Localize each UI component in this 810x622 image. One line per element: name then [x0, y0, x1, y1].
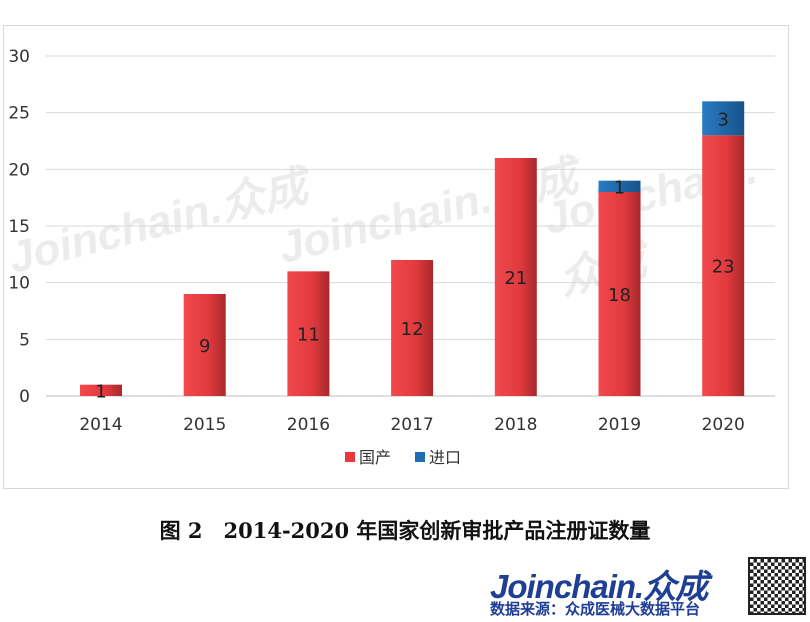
bar-国产-2017 [391, 260, 434, 396]
bar-国产-2018 [494, 158, 537, 396]
bar-国产-2020 [702, 135, 745, 397]
data-label: 9 [199, 336, 210, 357]
data-label: 11 [297, 325, 320, 346]
y-tick-label: 10 [8, 274, 30, 294]
y-tick-label: 25 [8, 104, 30, 124]
y-tick-label: 5 [19, 330, 30, 350]
bar-进口-2019 [598, 180, 641, 192]
x-tick-label: 2015 [183, 415, 226, 435]
legend-label: 进口 [429, 448, 461, 467]
bar-进口-2020 [702, 101, 745, 136]
qr-code [748, 557, 806, 615]
x-tick-label: 2017 [390, 415, 433, 435]
y-tick-label: 20 [8, 160, 30, 180]
data-label: 23 [712, 257, 735, 278]
bar-国产-2015 [183, 294, 226, 396]
x-tick-label: 2014 [79, 415, 122, 435]
legend-swatch [345, 452, 355, 462]
legend-label: 国产 [359, 448, 391, 467]
data-label: 3 [717, 109, 728, 130]
x-tick-label: 2019 [598, 415, 641, 435]
x-tick-label: 2016 [287, 415, 330, 435]
y-tick-label: 0 [19, 387, 30, 407]
y-tick-label: 30 [8, 47, 30, 67]
data-label: 21 [504, 268, 527, 289]
bar-chart: 0 5 10 15 20 25 30 1 2014 9 2015 11 2016 12 2017 21 2018… [8, 47, 775, 467]
chart-frame: Joinchain.众成 Joinchain.众成 Joinchain.众成 [3, 25, 789, 489]
x-tick-label: 2018 [494, 415, 537, 435]
bar-国产-2016 [287, 271, 330, 396]
data-label: 1 [95, 381, 106, 402]
data-label: 18 [608, 285, 631, 306]
data-source: 数据来源：众成医械大数据平台 [490, 600, 701, 618]
bar-国产-2019 [598, 192, 641, 396]
y-tick-label: 15 [8, 217, 30, 237]
figure-caption: 图 2 2014-2020 年国家创新审批产品注册证数量 [159, 518, 651, 543]
data-label: 12 [401, 319, 424, 340]
bar-国产-2014 [80, 384, 122, 396]
x-tick-label: 2020 [702, 415, 745, 435]
data-label: 1 [614, 177, 625, 198]
legend-swatch [415, 452, 425, 462]
joinchain-logo: Joinchain.众成 [490, 568, 708, 605]
